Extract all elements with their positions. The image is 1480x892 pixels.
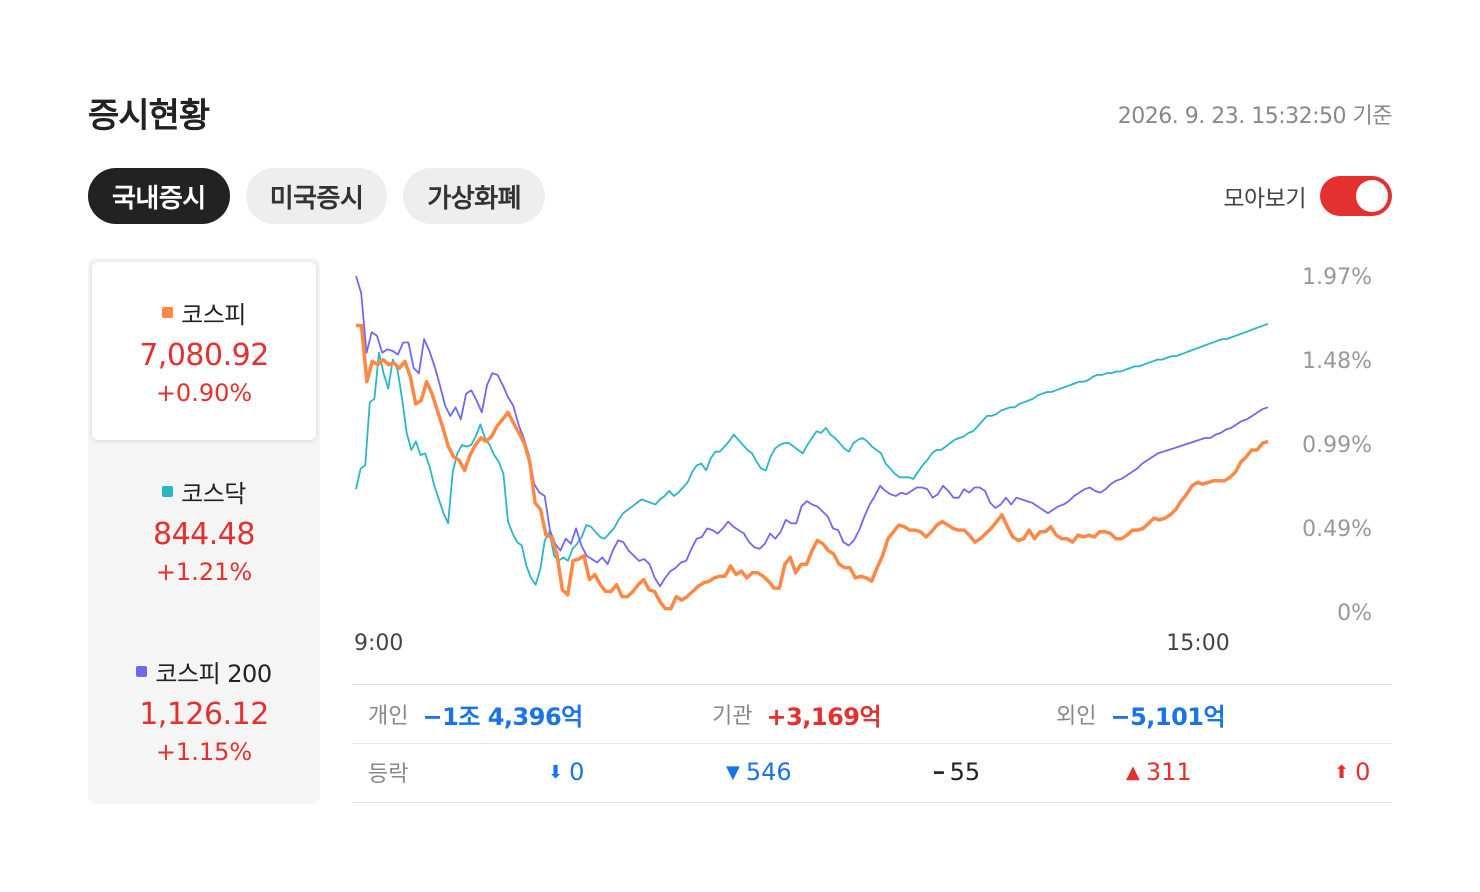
y-tick-label: 0%: [1337, 601, 1372, 626]
tab-us[interactable]: 미국증시: [245, 168, 388, 224]
index-line-chart: 1.97% 1.48% 0.99% 0.49% 0% 9:00 15:00: [354, 265, 1372, 656]
tab-domestic[interactable]: 국내증시: [88, 168, 230, 224]
flow-value: −5,101억: [1110, 702, 1226, 731]
kosdaq-series-line: [355, 322, 1269, 586]
x-tick-label: 9:00: [354, 631, 403, 656]
index-change: +1.21%: [155, 558, 253, 586]
advance-count: ▲ 311: [1126, 758, 1192, 786]
index-value: 844.48: [153, 517, 255, 552]
count-value: 0: [1355, 758, 1371, 786]
index-name: 코스피 200: [155, 660, 272, 688]
x-tick-label: 15:00: [1166, 631, 1229, 656]
index-value: 1,126.12: [139, 697, 269, 732]
index-card-kospi[interactable]: 코스피 7,080.92 +0.90%: [92, 262, 316, 440]
down-triangle-icon: ▼: [726, 761, 740, 783]
view-all-toggle-group: 모아보기: [1223, 176, 1392, 216]
index-name: 코스닥: [181, 480, 246, 508]
unchanged-count: ━ 55: [934, 758, 980, 786]
index-change: +1.15%: [155, 738, 253, 766]
advance-decline-label: 등락: [368, 762, 409, 787]
lower-limit-arrow-icon: ⬇: [548, 761, 564, 783]
advance-decline-row: 등락 ⬇ 0 ▼ 546 ━ 55 ▲ 311 ⬆ 0: [352, 744, 1392, 803]
kospi200-color-dot: [136, 666, 148, 677]
index-name-row: 코스피 200: [136, 654, 272, 689]
lower-limit-count: ⬇ 0: [548, 758, 584, 786]
index-list: 코스피 7,080.92 +0.90% 코스닥 844.48 +1.21% 코스…: [88, 258, 320, 804]
flow-label: 개인: [368, 704, 409, 729]
kosdaq-color-dot: [162, 486, 174, 497]
page-title: 증시현황: [88, 96, 210, 136]
flow-value: +3,169억: [766, 702, 882, 731]
flow-institution: 기관 +3,169억: [712, 685, 882, 743]
y-tick-label: 0.99%: [1302, 433, 1372, 458]
kospi-series-line: [356, 323, 1269, 611]
y-tick-label: 1.97%: [1302, 265, 1372, 290]
index-card-kospi200[interactable]: 코스피 200 1,126.12 +1.15%: [88, 620, 320, 800]
count-value: 55: [949, 758, 981, 786]
decline-count: ▼ 546: [726, 758, 792, 786]
count-value: 0: [569, 758, 585, 786]
index-name: 코스피: [181, 301, 246, 329]
flow-label: 외인: [1056, 704, 1097, 729]
timestamp: 2026. 9. 23. 15:32:50 기준: [1117, 104, 1393, 129]
index-name-row: 코스피: [162, 295, 246, 330]
index-card-kosdaq[interactable]: 코스닥 844.48 +1.21%: [88, 440, 320, 620]
y-tick-label: 1.48%: [1302, 349, 1372, 374]
count-value: 311: [1145, 758, 1192, 786]
flat-dash-icon: ━: [934, 762, 944, 782]
kospi-color-dot: [162, 307, 174, 318]
index-name-row: 코스닥: [162, 474, 246, 509]
index-change: +0.90%: [155, 379, 253, 407]
market-tabs: 국내증시 미국증시 가상화폐: [88, 168, 546, 224]
flow-value: −1조 4,396억: [422, 702, 583, 731]
flow-foreign: 외인 −5,101억: [1056, 685, 1226, 743]
count-value: 546: [745, 758, 792, 786]
up-triangle-icon: ▲: [1126, 761, 1140, 783]
upper-limit-count: ⬆ 0: [1334, 758, 1370, 786]
flow-label: 기관: [712, 704, 753, 729]
index-value: 7,080.92: [139, 338, 269, 373]
upper-limit-arrow-icon: ⬆: [1334, 761, 1350, 783]
flow-individual: 개인 −1조 4,396억: [368, 685, 583, 743]
tab-crypto[interactable]: 가상화폐: [403, 168, 546, 224]
view-all-label: 모아보기: [1223, 186, 1306, 212]
toggle-knob: [1356, 180, 1388, 212]
kospi200-series-line: [355, 275, 1269, 588]
view-all-toggle[interactable]: [1320, 176, 1392, 216]
investor-flows: 개인 −1조 4,396억 기관 +3,169억 외인 −5,101억: [352, 684, 1392, 744]
y-tick-label: 0.49%: [1302, 517, 1372, 542]
